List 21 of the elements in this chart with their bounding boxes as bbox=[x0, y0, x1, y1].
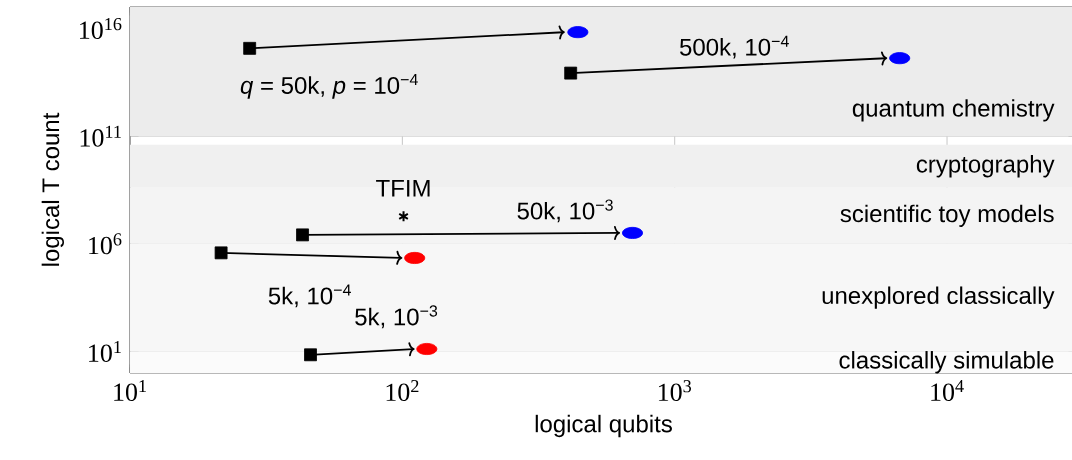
band-label: cryptography bbox=[916, 155, 1055, 178]
x-tick-label: 10$^{3}$ bbox=[658, 380, 692, 402]
y-tick-label: 10$^{16}$ bbox=[80, 18, 122, 40]
x-tick-label: 10$^{4}$ bbox=[931, 380, 964, 401]
band-label: classically simulable bbox=[839, 351, 1054, 374]
band-label: quantum chemistry bbox=[852, 99, 1055, 122]
series-label: 500k, 10$^{−4}$ bbox=[679, 35, 789, 59]
series-label: TFIM bbox=[376, 180, 430, 197]
series-label: q = 50k, p = 10$^{−4}$ bbox=[240, 74, 418, 99]
y-tick-label: 10$^{11}$ bbox=[80, 125, 121, 147]
series-label: 5k, 10$^{−3}$ bbox=[355, 305, 438, 329]
series-label: 5k, 10$^{−4}$ bbox=[268, 284, 351, 308]
series-label: 50k, 10$^{−3}$ bbox=[517, 199, 613, 223]
band-label: scientific toy models bbox=[840, 204, 1054, 227]
y-axis-title: logical T count bbox=[41, 112, 65, 266]
x-tick-label: 10$^{1}$ bbox=[114, 380, 146, 402]
x-tick-label: 10$^{2}$ bbox=[386, 380, 419, 402]
y-tick-label: 10$^{6}$ bbox=[89, 233, 122, 255]
x-axis-title: logical qubits bbox=[535, 414, 672, 438]
y-tick-label: 10$^{1}$ bbox=[89, 340, 121, 362]
band-label: unexplored classically bbox=[822, 286, 1055, 309]
